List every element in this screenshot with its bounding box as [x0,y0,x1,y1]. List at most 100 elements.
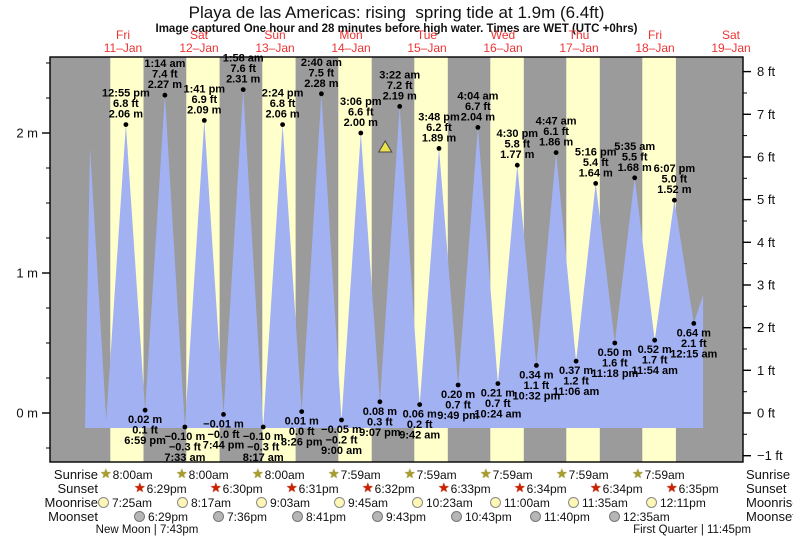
day-date: 16–Jan [483,41,523,55]
day-name: Fri [648,28,662,42]
almanac-entry-time: 8:00am [112,468,153,482]
tide-event-dot [358,130,364,136]
almanac-entry-time: 7:59am [340,468,381,482]
moonset-circle-icon [292,511,303,522]
tide-low-label: 0.20 m 0.7 ft 9:49 pm [437,389,479,422]
plot-border [49,56,744,463]
almanac-entry: ★8:00am [252,466,305,482]
moonrise-circle-icon [98,497,109,508]
day-label: Sun 13–Jan [233,29,317,55]
almanac-row-label-left: Sunset [57,481,98,496]
day-name: Sun [264,28,286,42]
tide-event-dot [221,412,226,417]
tide-high-label: 1:14 am 7.4 ft 2.27 m [144,58,185,91]
almanac-entry: ★6:30pm [210,481,263,496]
tide-event-dot [123,122,129,127]
current-time-marker-icon [377,140,393,153]
almanac-row-label-right: Moonrise [746,495,793,510]
almanac-entry: 11:40pm [530,510,590,524]
almanac-entry: 11:00am [490,496,550,510]
sunset-star-icon: ★ [666,480,678,495]
tide-high-label: 4:04 am 6.7 ft 2.04 m [457,90,498,123]
almanac-entry-time: 6:34pm [526,482,567,496]
almanac-entry: ★8:00am [176,467,229,482]
almanac-entry-time: 9:43pm [386,510,427,524]
almanac-entry-time: 6:34pm [602,482,643,496]
tide-event-dot [475,125,481,130]
tide-high-label: 1:58 am 7.6 ft 2.31 m [223,53,264,86]
tide-low-label: −0.10 m −0.3 ft 8:17 am [243,431,284,464]
day-date: 14–Jan [331,41,371,55]
moonset-circle-icon [134,511,145,522]
almanac-entry: ★7:59am [480,467,533,482]
almanac-entry-time: 8:00am [188,468,229,482]
tide-low-label: −0.10 m −0.3 ft 7:33 am [164,431,205,464]
sunrise-star-icon: ★ [632,466,644,481]
almanac-entry: ★7:59am [632,466,685,482]
right-axis-label: 4 ft [757,235,775,250]
tide-event-dot [377,399,383,405]
sunrise-star-icon: ★ [556,466,568,481]
sunrise-star-icon: ★ [252,466,264,481]
day-label: Mon 14–Jan [309,29,393,55]
tide-high-label: 3:06 pm 6.6 ft 2.00 m [340,96,382,129]
almanac-entry-time: 11:40pm [544,510,590,524]
tide-event-dot [319,91,324,97]
tide-low-label: 0.37 m 1.2 ft 11:06 am [553,365,600,398]
almanac-entry: 10:23am [412,496,473,510]
moonrise-circle-icon [412,497,423,508]
sunrise-star-icon: ★ [328,466,340,481]
tide-low-label: 0.01 m 0.0 ft 8:26 pm [281,416,323,449]
tide-event-dot [182,424,188,430]
right-axis-label: 6 ft [757,150,775,165]
almanac-entry: 8:41pm [292,510,346,524]
tide-high-label: 1:41 pm 6.9 ft 2.09 m [184,83,226,116]
almanac-entry-time: 9:03am [270,496,311,510]
moonrise-circle-icon [256,497,267,508]
almanac-entry-time: 11:35am [582,496,628,510]
almanac-entry-time: 6:31pm [298,482,339,496]
almanac-entry: 12:35am [609,510,670,524]
right-axis-label: −1 ft [757,448,783,463]
day-label: Thu 17–Jan [537,29,621,55]
almanac-entry-time: 7:59am [416,468,457,482]
day-date: 15–Jan [407,41,447,55]
tide-event-dot [201,118,207,123]
day-label: Tue 15–Jan [385,29,469,55]
almanac-entry-time: 12:11pm [660,496,706,510]
tide-event-dot [652,337,658,343]
almanac-row-label-left: Moonset [48,509,98,524]
tide-event-dot [553,150,559,156]
tide-event-dot [514,162,520,168]
moonset-circle-icon [609,511,620,522]
almanac-entry: 9:43pm [372,510,427,524]
almanac-entry-time: 12:35am [623,510,670,524]
almanac-entry-time: 6:29pm [148,510,189,524]
sunset-star-icon: ★ [134,480,146,495]
almanac-entry: ★7:59am [404,467,457,482]
almanac-entry: ★6:35pm [666,480,719,496]
tide-event-dot [299,409,305,414]
day-label: Sat 19–Jan [689,29,773,55]
left-axis-label: 2 m [16,126,38,141]
day-date: 17–Jan [559,41,599,55]
tide-low-label: 0.50 m 1.6 ft 11:18 pm [591,347,638,380]
almanac-entry: 6:29pm [134,510,189,524]
almanac-entry: ★6:34pm [514,480,567,496]
tide-high-label: 12:55 pm 6.8 ft 2.06 m [102,88,150,121]
tide-event-dot [397,104,403,109]
day-name: Mon [339,28,363,42]
tide-area [85,89,704,428]
sunrise-star-icon: ★ [100,466,112,481]
almanac-entry: 9:45am [334,496,389,510]
almanac-row-label-right: Sunset [746,481,787,496]
almanac-entry-time: 9:45am [348,496,389,510]
sunset-star-icon: ★ [514,480,526,495]
day-name: Thu [568,28,590,42]
almanac-entry-time: 7:25am [112,496,153,510]
tide-high-label: 4:47 am 6.1 ft 1.86 m [536,116,577,149]
tide-high-label: 3:48 pm 6.2 ft 1.89 m [418,111,460,144]
tide-low-label: 0.02 m 0.1 ft 6:59 pm [124,414,166,447]
day-label: Wed 16–Jan [461,29,545,55]
tide-event-dot [436,146,442,151]
